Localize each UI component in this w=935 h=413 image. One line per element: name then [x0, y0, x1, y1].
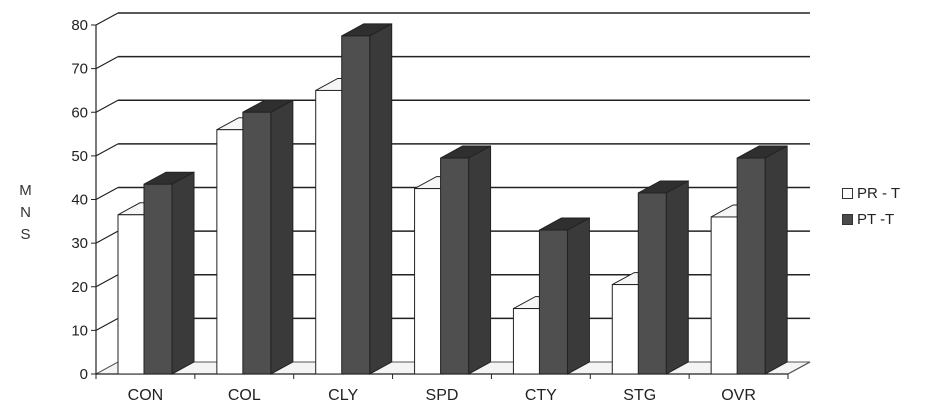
gridline-side — [95, 230, 119, 244]
gridline-side — [95, 274, 119, 288]
x-tick-label: COL — [228, 387, 261, 404]
x-tick-label: CTY — [525, 387, 557, 404]
legend-label-pt-t: PT -T — [857, 210, 895, 228]
bar-pt-t — [440, 157, 470, 375]
legend-item-pr-t: PR - T — [842, 180, 934, 206]
gridline-side — [95, 99, 119, 113]
bar-pr-t — [216, 129, 246, 375]
y-tick-label: 30 — [71, 235, 88, 252]
bar-pt-t — [242, 111, 272, 375]
legend-swatch-pt-t — [842, 213, 853, 225]
y-tick-label: 20 — [71, 279, 88, 296]
floor-edge — [787, 361, 811, 375]
legend-label-pr-t: PR - T — [857, 184, 901, 202]
x-tick-label: SPD — [426, 387, 459, 404]
x-tick-label: OVR — [721, 387, 756, 404]
y-tick-label: 0 — [80, 366, 88, 383]
y-tick-label: 40 — [71, 192, 88, 209]
gridline-side — [95, 143, 119, 157]
bar-pr-t — [117, 214, 147, 375]
bar-pt-t-side — [369, 23, 393, 375]
bar-pt-t — [341, 35, 371, 375]
y-tick-label: 50 — [71, 148, 88, 165]
gridline-side — [95, 12, 119, 26]
legend: PR - T PT -T — [842, 180, 934, 232]
bar-pt-t-side — [566, 217, 590, 375]
bar-pt-t — [637, 192, 667, 375]
y-tick-label: 70 — [71, 61, 88, 78]
bar-pt-t-side — [171, 171, 195, 375]
x-tick-label: STG — [623, 387, 656, 404]
bar-pr-t — [315, 89, 345, 375]
bar-pt-t-side — [665, 180, 689, 375]
y-tick-label: 60 — [71, 104, 88, 121]
bar-pr-t — [512, 308, 542, 375]
gridline-side — [95, 56, 119, 70]
y-axis-label-letter: M — [19, 182, 33, 199]
bar-pt-t — [143, 183, 173, 375]
bar-pt-t — [736, 157, 766, 375]
x-tick-label: CLY — [328, 387, 358, 404]
gridline-side — [95, 186, 119, 201]
bar-pt-t — [538, 229, 568, 375]
bar-pt-t-side — [468, 145, 492, 375]
bar-pt-t-side — [764, 145, 788, 375]
y-axis-label-letter: S — [20, 226, 32, 243]
bar-pt-t-side — [270, 99, 294, 375]
gridline-side — [95, 317, 119, 331]
legend-item-pt-t: PT -T — [842, 206, 934, 232]
bar-pr-t — [414, 188, 444, 375]
x-tick-label: CON — [128, 387, 164, 404]
bar-pr-t — [710, 216, 740, 375]
y-axis-label-letter: N — [20, 204, 32, 221]
bar-pr-t — [611, 284, 641, 375]
y-tick-label: 10 — [71, 322, 88, 339]
y-axis-label: M N S — [6, 180, 46, 270]
y-tick-label: 80 — [71, 17, 88, 34]
legend-swatch-pr-t — [842, 187, 853, 199]
